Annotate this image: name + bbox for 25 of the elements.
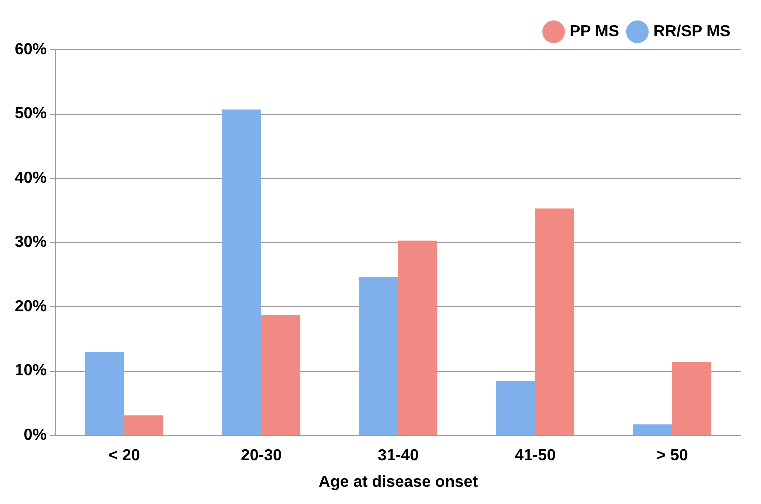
bar <box>536 208 575 436</box>
legend-label: RR/SP MS <box>654 23 732 40</box>
bar <box>672 362 712 436</box>
y-tick-label: 60% <box>14 41 48 58</box>
bar <box>633 424 673 436</box>
x-tick-label: < 20 <box>108 448 140 465</box>
x-tick-label: 31-40 <box>378 448 420 465</box>
y-tick-label: 50% <box>14 106 48 123</box>
bar <box>262 315 301 436</box>
x-axis-title: Age at disease onset <box>318 474 479 491</box>
bar <box>85 352 125 436</box>
y-tick-label: 40% <box>14 170 48 187</box>
bar <box>398 240 438 436</box>
x-tick-label: > 50 <box>656 448 688 465</box>
bar <box>496 380 536 436</box>
y-tick-label: 30% <box>14 234 48 252</box>
bar <box>124 416 164 436</box>
legend-label: PP MS <box>570 23 620 40</box>
x-tick-label: 41-50 <box>515 448 556 465</box>
y-tick-label: 0% <box>24 427 48 444</box>
y-tick-label: 20% <box>14 298 48 316</box>
bar <box>222 110 262 436</box>
y-tick-label: 10% <box>14 362 48 380</box>
x-tick-label: 20-30 <box>241 448 282 465</box>
bar <box>359 278 399 436</box>
